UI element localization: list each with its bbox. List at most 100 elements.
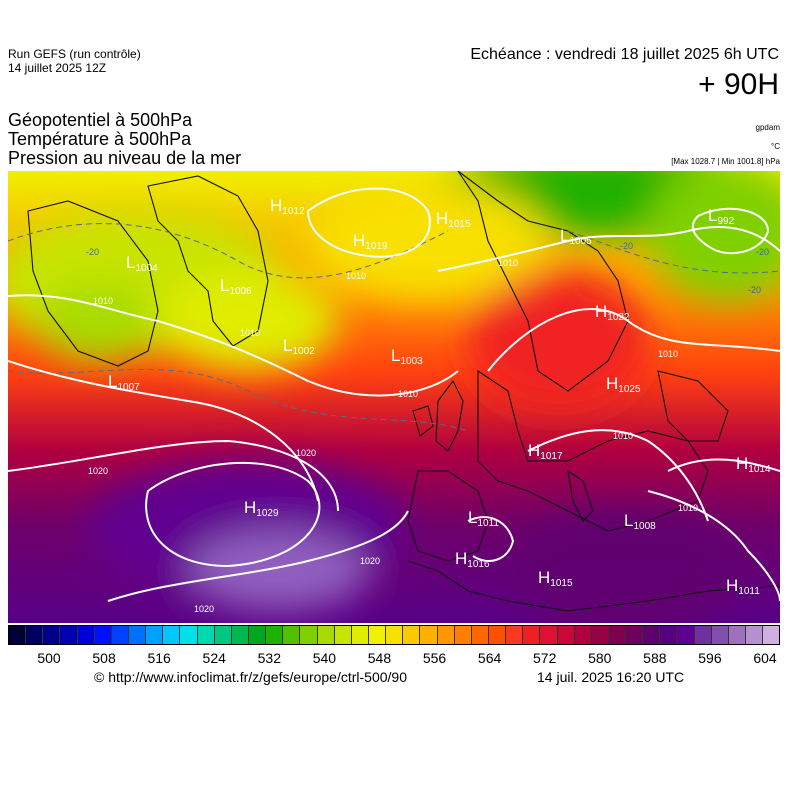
center-l-1007: L1007	[108, 372, 140, 393]
isobar-label: 1010	[93, 296, 113, 306]
center-h-1012: H1012	[270, 196, 305, 217]
color-scale-swatch	[146, 626, 164, 644]
color-scale-tick-label: 580	[588, 650, 612, 666]
center-l-1011: L1011	[468, 508, 499, 529]
color-scale-tick-label: 516	[147, 650, 171, 666]
color-scale-swatch	[351, 626, 369, 644]
pressure-centers: H1012 H1019 H1015 L1005 L992 L1004 L1006…	[108, 196, 771, 597]
color-scale-swatch	[77, 626, 95, 644]
color-scale-tick-label: 540	[312, 650, 337, 666]
color-scale-swatch	[180, 626, 198, 644]
color-scale-swatch	[266, 626, 284, 644]
center-h-1019: H1019	[353, 231, 388, 252]
color-scale-swatch	[283, 626, 301, 644]
isobar-label: 1010	[678, 503, 698, 513]
center-l-1003: L1003	[391, 346, 423, 367]
valid-time: Echéance : vendredi 18 juillet 2025 6h U…	[470, 46, 779, 63]
center-h-1029: H1029	[244, 498, 279, 519]
center-l-1004: L1004	[126, 253, 158, 274]
color-scale-swatch	[111, 626, 129, 644]
color-scale-swatch	[300, 626, 318, 644]
center-l-992: L992	[708, 206, 735, 227]
color-scale-tick-label: 508	[92, 650, 116, 666]
isotherm-label: -20	[748, 285, 761, 295]
run-name: Run GEFS (run contrôle)	[8, 47, 141, 61]
isobar-label: 1020	[194, 604, 214, 614]
unit-gpdam: gpdam	[755, 123, 780, 132]
center-h-1022: H1022	[595, 302, 630, 323]
color-scale-swatch	[540, 626, 558, 644]
field-temperature: Température à 500hPa	[8, 129, 192, 149]
color-scale-swatch	[660, 626, 678, 644]
color-scale-swatch	[420, 626, 438, 644]
color-scale-tick-label: 500	[37, 650, 61, 666]
color-scale-swatch	[728, 626, 747, 644]
color-scale-swatch	[437, 626, 455, 644]
color-scale-swatch	[386, 626, 404, 644]
isobar-labels: 1010 1010 1010 1010 1010 1010 1020 1020 …	[88, 258, 698, 614]
color-scale-tick-label: 524	[202, 650, 226, 666]
color-scale	[8, 625, 780, 645]
color-scale-swatch	[9, 626, 27, 644]
unit-celsius: °C	[771, 142, 780, 151]
center-h-1017: H1017	[528, 441, 563, 462]
isobar-label: 1010	[346, 271, 366, 281]
color-scale-swatch	[128, 626, 147, 644]
color-scale-swatch	[711, 626, 729, 644]
color-scale-swatch	[506, 626, 524, 644]
center-h-1016: H1016	[455, 549, 490, 570]
color-scale-tick-label: 604	[753, 650, 777, 666]
isobar-label: 1020	[88, 466, 108, 476]
color-scale-swatch	[43, 626, 61, 644]
color-scale-tick-label: 548	[367, 650, 392, 666]
color-scale-swatch	[643, 626, 661, 644]
color-scale-swatch	[488, 626, 507, 644]
isobar-label: 1020	[296, 448, 316, 458]
color-scale-swatch	[471, 626, 489, 644]
center-h-1015-south: H1015	[538, 568, 573, 589]
color-scale-swatch	[60, 626, 78, 644]
color-scale-swatch	[248, 626, 267, 644]
color-scale-swatch	[197, 626, 215, 644]
field-patches	[8, 171, 780, 623]
color-scale-tick-label: 564	[477, 650, 502, 666]
run-date: 14 juillet 2025 12Z	[8, 61, 107, 75]
center-l-1002: L1002	[283, 336, 315, 357]
color-scale-swatch	[26, 626, 44, 644]
center-l-1005: L1005	[560, 226, 592, 247]
isobars	[8, 187, 780, 602]
lead-time: + 90H	[698, 68, 779, 101]
center-l-1006: L1006	[220, 276, 252, 297]
color-scale-swatch	[523, 626, 541, 644]
isotherm-labels: -20 -20 -20 -20	[86, 241, 769, 295]
color-scale-tick-label: 588	[643, 650, 667, 666]
color-scale-swatch	[368, 626, 387, 644]
color-scale-swatch	[763, 626, 780, 644]
color-scale-swatch	[403, 626, 421, 644]
color-scale-swatch	[591, 626, 609, 644]
color-scale-tick-label: 572	[533, 650, 557, 666]
unit-hpa-range: [Max 1028.7 | Min 1001.8] hPa	[671, 157, 780, 166]
color-scale-swatch	[231, 626, 249, 644]
center-h-1025: H1025	[606, 374, 641, 395]
color-scale-swatch	[608, 626, 627, 644]
color-scale-swatch	[94, 626, 112, 644]
generated-timestamp: 14 juil. 2025 16:20 UTC	[537, 669, 685, 685]
isotherm-label: -20	[756, 247, 769, 257]
isobar-label: 1010	[613, 431, 633, 441]
color-scale-tick-label: 532	[257, 650, 281, 666]
field-geopotential: Géopotentiel à 500hPa	[8, 110, 193, 130]
field-mslp: Pression au niveau de la mer	[8, 148, 242, 168]
isotherm-label: -20	[620, 241, 633, 251]
color-scale-swatch	[454, 626, 472, 644]
color-scale-swatch	[626, 626, 644, 644]
isobar-label: 1010	[240, 328, 260, 338]
center-h-1015: H1015	[436, 209, 471, 230]
isotherms	[8, 223, 780, 432]
color-scale-swatch	[746, 626, 764, 644]
isotherm-label: -20	[86, 247, 99, 257]
color-scale-swatch	[317, 626, 335, 644]
source-credit: © http://www.infoclimat.fr/z/gefs/europe…	[94, 669, 408, 685]
color-scale-swatch	[163, 626, 181, 644]
center-l-1008: L1008	[624, 511, 656, 532]
